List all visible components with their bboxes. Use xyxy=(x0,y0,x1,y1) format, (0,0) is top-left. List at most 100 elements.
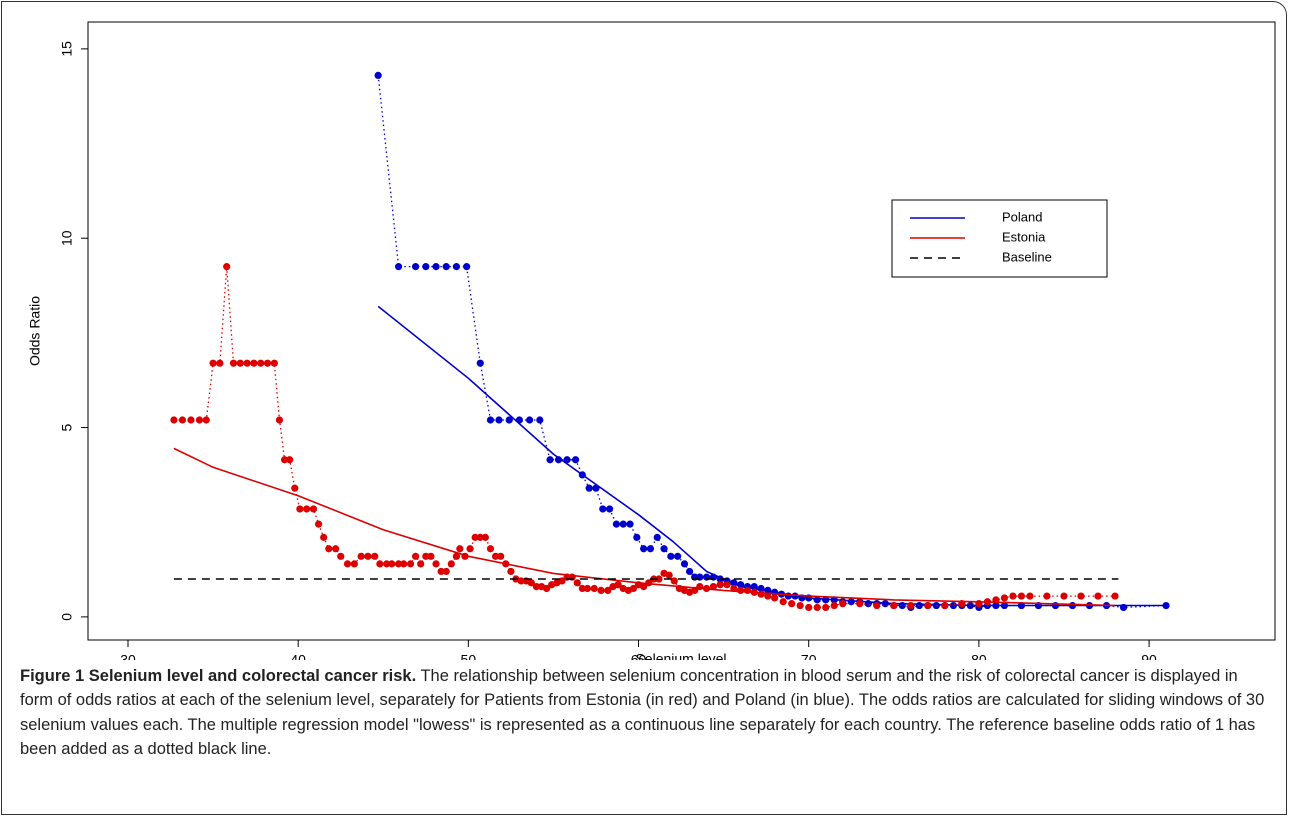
data-point xyxy=(216,359,224,367)
data-point xyxy=(1111,592,1119,600)
data-point xyxy=(1094,592,1102,600)
data-point xyxy=(890,601,898,610)
caption: Figure 1 Selenium level and colorectal c… xyxy=(20,664,1270,762)
data-point xyxy=(1026,592,1034,600)
data-point xyxy=(250,359,258,367)
x-axis-label: Selenium level xyxy=(635,651,726,660)
data-point xyxy=(394,560,403,568)
data-point xyxy=(491,552,500,560)
x-tick-label: 90 xyxy=(1141,652,1157,660)
data-point xyxy=(1077,592,1085,600)
data-point xyxy=(571,456,580,464)
data-point xyxy=(291,484,299,492)
data-point xyxy=(1060,592,1068,600)
data-point xyxy=(612,520,621,528)
legend-label: Poland xyxy=(1002,209,1042,224)
data-point xyxy=(257,359,265,367)
point-connector xyxy=(173,266,1115,609)
data-point xyxy=(655,575,663,583)
data-point xyxy=(427,552,435,560)
data-point xyxy=(471,533,479,541)
data-point xyxy=(640,545,648,553)
data-point xyxy=(653,533,661,541)
x-tick-label: 60 xyxy=(631,652,647,660)
data-point xyxy=(286,456,294,464)
data-point xyxy=(314,520,323,528)
data-point xyxy=(463,263,471,271)
lowess-line xyxy=(173,447,1116,607)
data-point xyxy=(563,456,571,464)
data-point xyxy=(543,584,551,593)
data-point xyxy=(1017,592,1026,600)
data-point xyxy=(229,359,238,367)
data-point xyxy=(481,533,489,541)
data-point xyxy=(779,598,787,606)
data-point xyxy=(532,583,541,591)
data-point xyxy=(737,586,745,594)
data-point xyxy=(709,583,718,591)
data-point xyxy=(1000,594,1009,602)
data-point xyxy=(640,583,648,591)
data-point xyxy=(605,505,614,513)
data-point xyxy=(280,456,289,464)
data-point xyxy=(437,567,445,576)
data-point xyxy=(452,552,461,560)
data-point xyxy=(599,505,607,513)
data-point xyxy=(376,560,384,568)
data-point xyxy=(170,416,178,424)
data-point xyxy=(517,577,525,585)
data-point xyxy=(771,594,779,602)
x-tick-label: 50 xyxy=(461,652,477,660)
legend-label: Baseline xyxy=(1002,249,1052,264)
data-point xyxy=(178,416,187,424)
data-point xyxy=(371,552,379,560)
data-point xyxy=(805,603,813,612)
data-point xyxy=(270,359,278,367)
data-point xyxy=(629,584,638,593)
y-tick-label: 0 xyxy=(59,613,75,621)
data-point xyxy=(243,359,251,367)
data-point xyxy=(813,603,821,612)
data-point xyxy=(422,552,430,560)
data-point xyxy=(527,579,535,587)
data-point xyxy=(296,505,304,513)
data-point xyxy=(309,505,318,513)
data-point xyxy=(723,581,731,589)
data-point xyxy=(452,263,461,271)
data-point xyxy=(383,560,391,568)
data-point xyxy=(924,601,932,610)
data-point xyxy=(422,263,430,271)
data-point xyxy=(619,520,627,528)
data-point xyxy=(941,601,949,610)
data-point xyxy=(626,520,634,528)
legend-label: Estonia xyxy=(1002,229,1046,244)
data-point xyxy=(320,533,328,541)
data-point xyxy=(209,359,217,367)
data-point xyxy=(670,577,678,585)
data-point xyxy=(680,560,689,568)
y-axis-label: Odds Ratio xyxy=(27,296,43,366)
data-point xyxy=(646,545,655,553)
caption-text: The relationship between selenium concen… xyxy=(20,667,1265,759)
chart: Selenium level Odds Ratio 30 40 50 60 70 80 90… xyxy=(27,21,1276,660)
data-point xyxy=(526,416,534,424)
data-point xyxy=(856,600,864,608)
data-point xyxy=(432,560,440,568)
data-point xyxy=(411,263,420,271)
data-point xyxy=(187,416,195,424)
data-point xyxy=(788,600,796,608)
data-point xyxy=(796,601,804,610)
data-point xyxy=(466,545,474,553)
data-point xyxy=(633,533,641,541)
data-point xyxy=(667,552,675,560)
data-point xyxy=(674,552,682,560)
y-tick-label: 5 xyxy=(59,423,75,431)
data-point xyxy=(202,416,210,424)
data-point xyxy=(417,560,425,568)
x-tick-label: 40 xyxy=(290,652,306,660)
plot-box xyxy=(87,21,1276,641)
data-point xyxy=(497,552,505,560)
caption-title: Figure 1 Selenium level and colorectal c… xyxy=(20,667,417,685)
data-point xyxy=(275,416,284,424)
